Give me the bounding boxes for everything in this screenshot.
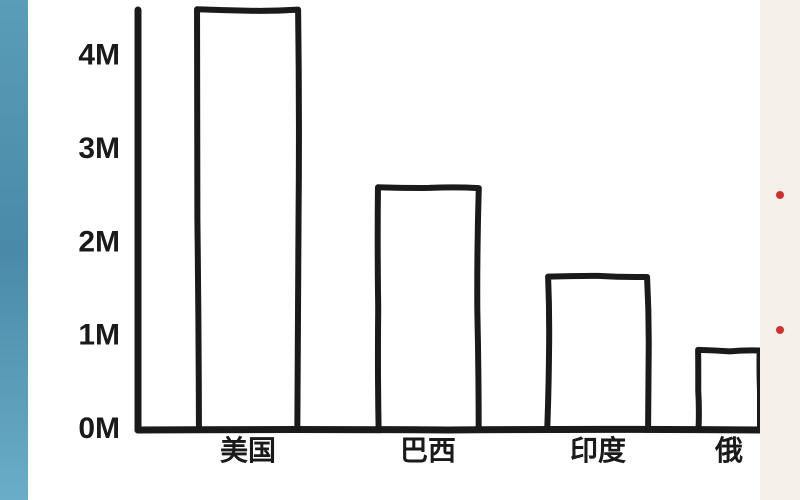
bar — [547, 276, 649, 430]
bar — [378, 187, 479, 430]
bar-chart: 0M 1M 2M 3M 4M 美国 巴西 印度 俄 — [28, 0, 760, 500]
category-label: 印度 — [570, 435, 626, 466]
y-tick-label: 1M — [78, 319, 120, 352]
right-background-strip — [760, 0, 800, 500]
x-axis-line — [138, 429, 760, 430]
category-label: 巴西 — [400, 435, 456, 466]
y-tick-label: 4M — [78, 39, 120, 72]
red-dot-marker — [776, 191, 784, 199]
category-label: 俄 — [714, 435, 743, 466]
bar — [197, 9, 299, 430]
y-tick-label: 3M — [78, 132, 120, 165]
y-tick-label: 0M — [78, 412, 120, 445]
y-tick-label: 2M — [78, 225, 120, 258]
red-dot-marker — [776, 326, 784, 334]
left-background-strip — [0, 0, 28, 500]
bar — [698, 350, 760, 430]
category-label: 美国 — [220, 435, 276, 466]
